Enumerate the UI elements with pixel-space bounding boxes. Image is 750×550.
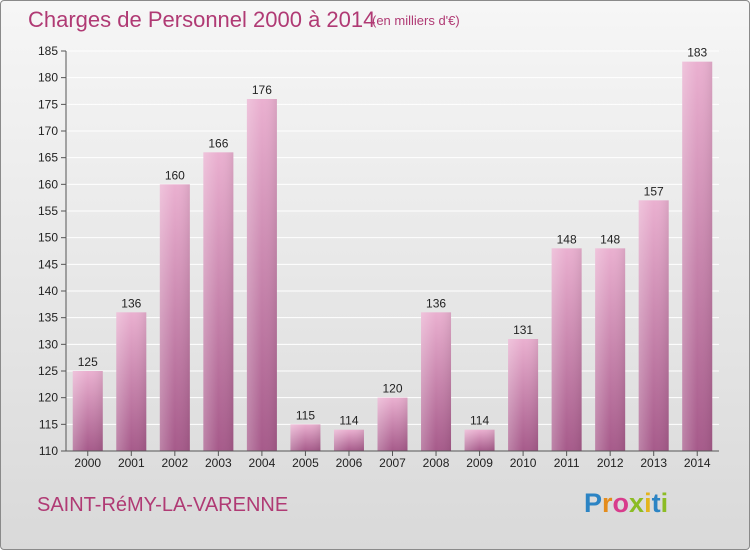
bar-shade-2000 (72, 371, 103, 451)
data-label: 136 (426, 296, 446, 310)
y-tick-label: 170 (38, 124, 58, 138)
x-tick-label: 2003 (205, 456, 232, 470)
town-name: SAINT-RéMY-LA-VARENNE (37, 494, 289, 516)
y-tick-label: 185 (38, 44, 58, 58)
logo-letter: i (660, 488, 669, 518)
logo-letter: o (612, 488, 630, 518)
x-tick-label: 2009 (466, 456, 493, 470)
data-label: 148 (557, 232, 577, 246)
data-label: 176 (252, 83, 272, 97)
y-tick-label: 140 (38, 284, 58, 298)
bar-shade-2001 (116, 312, 147, 451)
logo-letter: t (651, 488, 661, 518)
x-tick-label: 2014 (684, 456, 711, 470)
x-tick-label: 2002 (161, 456, 188, 470)
data-label: 131 (513, 323, 533, 337)
proxiti-logo[interactable]: Proxiti (584, 488, 668, 519)
data-label: 157 (644, 184, 664, 198)
y-tick-label: 180 (38, 71, 58, 85)
y-tick-label: 175 (38, 97, 58, 111)
x-tick-label: 2012 (597, 456, 624, 470)
bar-shade-2005 (290, 424, 321, 451)
y-tick-label: 165 (38, 151, 58, 165)
chart-title: Charges de Personnel 2000 à 2014 (28, 7, 376, 32)
bar-shade-2008 (421, 312, 452, 451)
x-tick-label: 2010 (510, 456, 537, 470)
x-tick-label: 2005 (292, 456, 319, 470)
x-tick-label: 2008 (423, 456, 450, 470)
x-tick-label: 2013 (640, 456, 667, 470)
data-label: 120 (382, 382, 402, 396)
x-tick-label: 2007 (379, 456, 406, 470)
y-tick-label: 145 (38, 257, 58, 271)
y-tick-label: 135 (38, 311, 58, 325)
logo-letter: x (629, 488, 645, 518)
bar-shade-2010 (508, 339, 539, 451)
y-tick-label: 150 (38, 231, 58, 245)
x-tick-label: 2004 (249, 456, 276, 470)
data-label: 115 (296, 408, 315, 422)
x-tick-label: 2000 (74, 456, 101, 470)
data-label: 160 (165, 168, 185, 182)
data-label: 114 (339, 414, 358, 428)
data-label: 183 (687, 46, 707, 60)
bar-shade-2012 (595, 248, 626, 451)
logo-letter: P (584, 488, 603, 518)
x-tick-label: 2006 (336, 456, 363, 470)
y-tick-label: 110 (39, 444, 58, 458)
bar-shade-2004 (246, 99, 277, 451)
y-tick-label: 160 (38, 177, 58, 191)
bar-shade-2014 (682, 61, 713, 452)
bar-shade-2003 (203, 152, 234, 452)
bar-shade-2013 (638, 200, 669, 451)
logo-letter: r (602, 488, 613, 518)
data-label: 114 (470, 414, 489, 428)
data-label: 136 (121, 296, 141, 310)
y-tick-label: 125 (38, 364, 58, 378)
chart-subtitle: (en milliers d'€) (372, 13, 460, 28)
bar-shade-2009 (464, 429, 495, 451)
data-label: 125 (78, 355, 98, 369)
x-tick-label: 2001 (118, 456, 145, 470)
logo-letter: i (644, 488, 652, 518)
y-tick-label: 130 (38, 337, 58, 351)
y-tick-label: 120 (38, 391, 58, 405)
bar-shade-2002 (159, 184, 190, 452)
bar-shade-2011 (551, 248, 582, 451)
data-label: 148 (600, 232, 620, 246)
x-tick-label: 2011 (554, 456, 580, 470)
bar-shade-2006 (333, 429, 364, 451)
data-label: 166 (208, 136, 228, 150)
bar-shade-2007 (377, 397, 408, 451)
y-tick-label: 115 (39, 417, 58, 431)
y-tick-label: 155 (38, 204, 58, 218)
